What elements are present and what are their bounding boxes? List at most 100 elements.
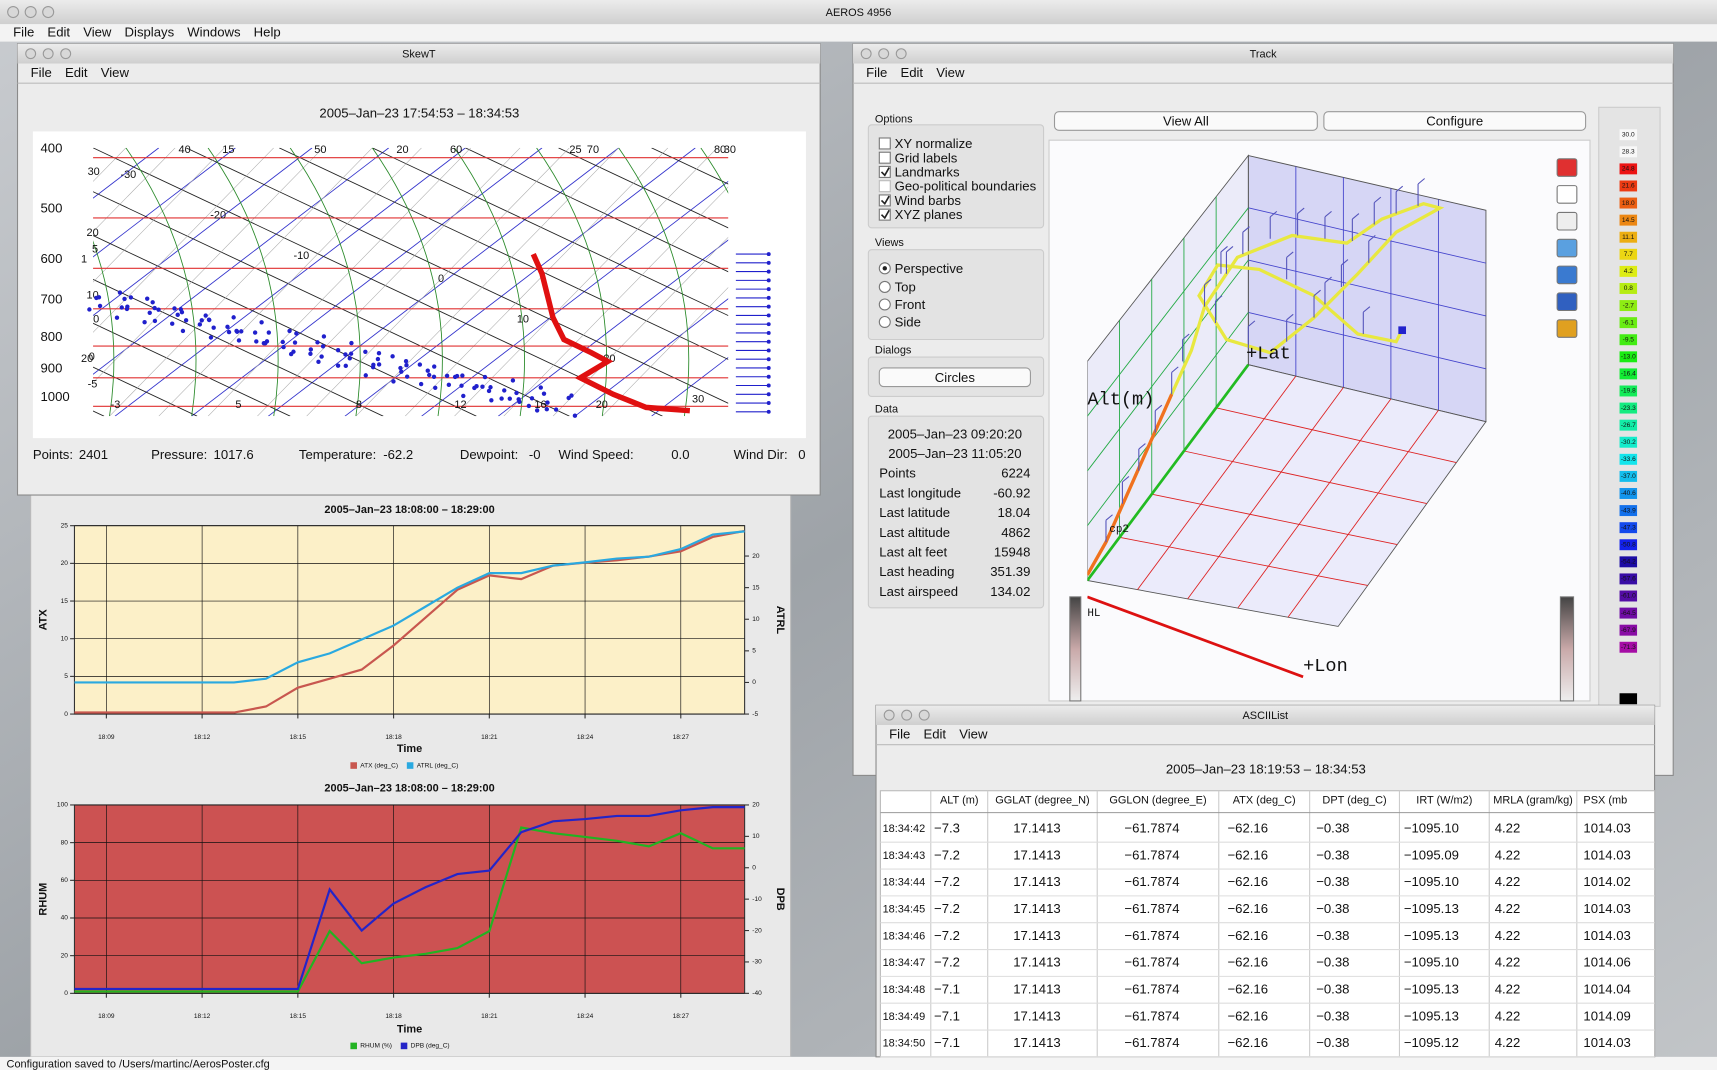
window-button[interactable] — [918, 709, 930, 721]
checkbox-label[interactable]: Geo-political boundaries — [895, 179, 1037, 194]
column-header[interactable]: ATX (deg_C) — [1233, 794, 1296, 806]
window-button[interactable] — [42, 48, 54, 60]
dewpoint-dot — [572, 413, 578, 418]
radio-label[interactable]: Perspective — [895, 261, 964, 276]
table-cell: 17.1413 — [1013, 928, 1060, 943]
menu-item[interactable]: Windows — [187, 24, 241, 39]
table-cell: 18:34:48 — [883, 984, 926, 996]
y2-tick-label: -30 — [752, 959, 762, 966]
slider[interactable] — [1069, 596, 1082, 702]
tool-icon[interactable] — [1556, 265, 1578, 285]
dewpoint-dot — [128, 295, 134, 300]
window-button[interactable] — [24, 6, 37, 19]
column-header[interactable]: GGLAT (degree_N) — [995, 794, 1089, 806]
menu-item[interactable]: View — [959, 726, 988, 741]
tool-icon[interactable] — [1556, 211, 1578, 231]
window-button[interactable] — [883, 709, 895, 721]
color-scale-label: 4.2 — [1624, 268, 1633, 275]
data-label: Last airspeed — [879, 584, 958, 599]
y-tick-label: 25 — [61, 522, 69, 529]
column-header[interactable]: PSX (mb — [1583, 794, 1627, 806]
column-header[interactable]: ALT (m) — [940, 794, 978, 806]
tool-icon[interactable] — [1556, 158, 1578, 177]
checkbox-label[interactable]: Landmarks — [895, 165, 960, 180]
color-scale-label: -6.1 — [1623, 319, 1635, 326]
menu-item[interactable]: File — [31, 65, 52, 80]
menu-item[interactable]: Edit — [65, 65, 88, 80]
checkbox[interactable] — [878, 208, 891, 221]
lon-axis — [1087, 595, 1304, 679]
tool-icon[interactable] — [1556, 319, 1578, 338]
window-button[interactable] — [860, 48, 872, 60]
side-plane — [1087, 154, 1249, 582]
back-plane-grid — [1248, 311, 1487, 370]
menu-item[interactable]: View — [83, 24, 112, 39]
menu-item[interactable]: File — [889, 726, 910, 741]
wind-barb-dot — [766, 295, 771, 300]
window-button[interactable] — [42, 6, 55, 19]
button[interactable] — [1323, 111, 1587, 131]
dewpoint-dot — [117, 290, 123, 295]
dry-adiabat — [93, 147, 663, 417]
checkbox-label[interactable]: XYZ planes — [895, 207, 963, 222]
legend-label: RHUM (%) — [360, 1043, 392, 1050]
button[interactable] — [878, 367, 1031, 388]
button-label[interactable]: View All — [1163, 114, 1209, 129]
menu-item[interactable]: Edit — [47, 24, 70, 39]
window-button[interactable] — [60, 48, 72, 60]
column-header[interactable]: DPT (deg_C) — [1322, 794, 1386, 806]
menu-item[interactable]: View — [936, 65, 965, 80]
checkbox-label[interactable]: XY normalize — [895, 136, 973, 151]
checkbox-label[interactable]: Grid labels — [895, 150, 958, 165]
menu-item[interactable]: Edit — [900, 65, 923, 80]
dewpoint-dot — [203, 313, 208, 318]
color-scale-label: -40.6 — [1621, 490, 1636, 497]
tool-icon[interactable] — [1556, 238, 1578, 258]
y-tick-label: 5 — [64, 673, 68, 680]
dewpoint-dot — [287, 328, 292, 334]
radio-label[interactable]: Front — [895, 297, 926, 312]
column-header[interactable]: GGLON (degree_E) — [1109, 794, 1206, 806]
skewt-label: 60 — [450, 144, 462, 156]
window-button[interactable] — [7, 6, 20, 19]
y-tick-label: 100 — [57, 802, 68, 809]
button[interactable] — [1053, 111, 1318, 131]
column-header[interactable]: MRLA (gram/kg) — [1493, 794, 1573, 806]
button-label[interactable]: Configure — [1426, 114, 1483, 129]
y-tick-label: 0 — [64, 711, 68, 718]
menu-item[interactable]: Help — [254, 24, 281, 39]
slider[interactable] — [1559, 596, 1575, 702]
checkbox-label[interactable]: Wind barbs — [895, 193, 962, 208]
readout-value: -62.2 — [383, 447, 413, 462]
mixing-line — [93, 147, 176, 233]
menu-item[interactable]: Displays — [125, 24, 175, 39]
checkbox[interactable] — [878, 165, 891, 178]
y-tick-label: 0 — [64, 990, 68, 997]
checkbox[interactable] — [878, 137, 891, 150]
window-button[interactable] — [878, 48, 890, 60]
radio-label[interactable]: Side — [895, 315, 921, 330]
menu-item[interactable]: View — [101, 65, 130, 80]
window-button[interactable] — [901, 709, 913, 721]
menu-item[interactable]: Edit — [923, 726, 946, 741]
column-header[interactable]: IRT (W/m2) — [1416, 794, 1472, 806]
menu-item[interactable]: File — [866, 65, 887, 80]
tool-icon[interactable] — [1556, 292, 1578, 312]
landmark-barb — [1138, 443, 1146, 450]
dewpoint-dots — [87, 290, 578, 418]
radio[interactable] — [878, 280, 891, 293]
menu-item[interactable]: File — [13, 24, 34, 39]
skewt-label: 20 — [396, 144, 408, 156]
radio-label[interactable]: Top — [895, 280, 916, 295]
button-label[interactable]: Circles — [935, 370, 976, 385]
radio[interactable] — [878, 315, 891, 329]
window-button[interactable] — [25, 48, 37, 60]
radio[interactable] — [878, 298, 891, 311]
checkbox[interactable] — [878, 194, 891, 207]
checkbox[interactable] — [878, 151, 891, 164]
table-cell: −0.38 — [1316, 982, 1349, 997]
y2-tick-label: -40 — [752, 990, 762, 997]
window-button[interactable] — [895, 48, 907, 60]
checkbox[interactable] — [878, 180, 891, 193]
tool-icon[interactable] — [1556, 185, 1578, 204]
